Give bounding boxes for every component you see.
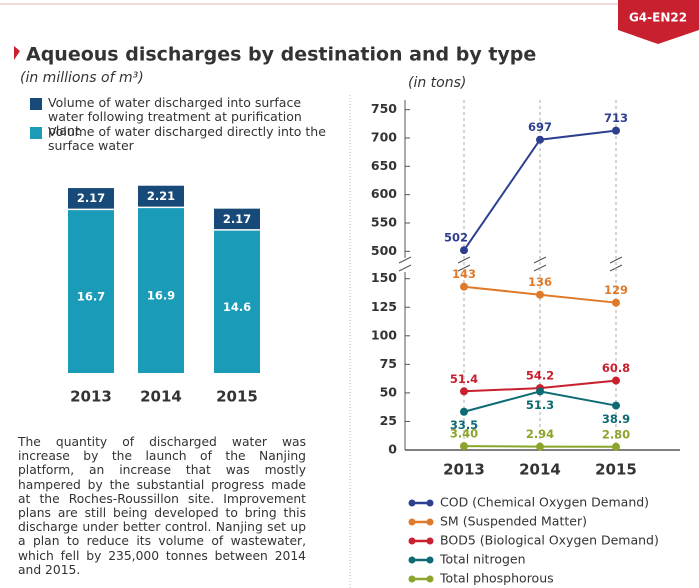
legend-label: Total phosphorous <box>439 571 554 586</box>
y-tick-label: 700 <box>371 130 397 145</box>
data-point <box>536 442 544 451</box>
data-label: 697 <box>528 120 552 134</box>
legend-dot <box>426 575 434 583</box>
data-label: 54.2 <box>526 369 554 383</box>
data-point <box>612 376 620 385</box>
y-tick-label: 125 <box>371 299 397 314</box>
data-label: 502 <box>444 231 468 245</box>
badge-label: G4-EN22 <box>629 11 687 25</box>
x-tick-label: 2015 <box>216 388 258 406</box>
x-tick-label: 2013 <box>443 461 485 479</box>
legend-label: SM (Suspended Matter) <box>440 514 587 529</box>
data-label: 143 <box>452 267 476 281</box>
bar-segment <box>138 185 184 208</box>
bar-value-label: 2.17 <box>223 212 251 226</box>
y-tick-label: 50 <box>380 384 398 399</box>
data-label: 713 <box>604 111 628 125</box>
legend-dot <box>408 499 416 507</box>
legend-dot <box>426 556 434 564</box>
data-point <box>536 135 544 144</box>
badge <box>618 0 699 44</box>
legend-dot <box>408 518 416 526</box>
y-tick-label: 600 <box>371 186 397 201</box>
data-point <box>612 442 620 451</box>
legend-label: Volume of water discharged directly into… <box>48 124 326 153</box>
data-point <box>460 407 468 416</box>
data-label: 3.40 <box>450 427 478 441</box>
y-tick-label: 25 <box>380 413 397 428</box>
data-point <box>460 387 468 396</box>
title: Aqueous discharges by destination and by… <box>26 44 536 66</box>
data-label: 2.94 <box>526 427 554 441</box>
legend-dot <box>426 499 434 507</box>
data-point <box>536 387 544 396</box>
y-tick-label: 650 <box>371 158 397 173</box>
y-tick-label: 75 <box>380 356 397 371</box>
bar-value-label: 16.9 <box>147 289 175 303</box>
x-tick-label: 2013 <box>70 388 112 406</box>
bar-value-label: 14.6 <box>223 300 251 314</box>
legend-swatch <box>30 98 42 110</box>
legend-dot <box>408 537 416 545</box>
legend-dot <box>426 537 434 545</box>
y-tick-label: 150 <box>371 270 397 285</box>
bar-segment <box>68 209 114 373</box>
data-point <box>612 126 620 135</box>
bar-value-label: 2.21 <box>147 189 175 203</box>
bar-segment <box>138 207 184 373</box>
data-point <box>460 282 468 291</box>
data-label: 51.3 <box>526 398 554 412</box>
bar-segment <box>68 188 114 210</box>
data-label: 51.4 <box>450 372 478 386</box>
y-tick-label: 550 <box>371 215 397 230</box>
legend-label: COD (Chemical Oxygen Demand) <box>440 495 649 510</box>
legend-label: Total nitrogen <box>439 552 526 567</box>
bar-value-label: 2.17 <box>77 191 105 205</box>
subtitle: (in millions of m³) <box>20 70 144 86</box>
data-point <box>612 298 620 307</box>
legend-dot <box>426 518 434 526</box>
x-tick-label: 2014 <box>140 388 182 406</box>
data-label: 136 <box>528 275 552 289</box>
y-tick-label: 100 <box>371 327 397 342</box>
title-marker <box>14 46 20 60</box>
legend-swatch <box>30 127 42 139</box>
bar-segment <box>214 229 260 373</box>
data-point <box>460 246 468 255</box>
legend-label: Volume of water discharged into surface … <box>48 95 302 138</box>
legend-label: BOD5 (Biological Oxygen Demand) <box>440 533 659 548</box>
legend-dot <box>408 575 416 583</box>
legend-dot <box>408 556 416 564</box>
data-point <box>460 442 468 451</box>
x-tick-label: 2015 <box>595 461 637 479</box>
data-label: 129 <box>604 283 628 297</box>
subtitle: (in tons) <box>408 75 466 91</box>
y-tick-label: 750 <box>371 101 397 116</box>
data-label: 38.9 <box>602 412 630 426</box>
data-label: 33.5 <box>450 418 478 432</box>
y-tick-label: 0 <box>388 442 397 457</box>
data-point <box>536 290 544 299</box>
bar-segment <box>214 208 260 230</box>
x-tick-label: 2014 <box>519 461 561 479</box>
y-tick-label: 500 <box>371 243 397 258</box>
data-point <box>612 401 620 410</box>
data-label: 60.8 <box>602 361 630 375</box>
bar-value-label: 16.7 <box>77 290 105 304</box>
note: The quantity of discharged water was inc… <box>18 435 306 577</box>
axis-break <box>398 256 412 272</box>
data-label: 2.80 <box>602 427 630 441</box>
